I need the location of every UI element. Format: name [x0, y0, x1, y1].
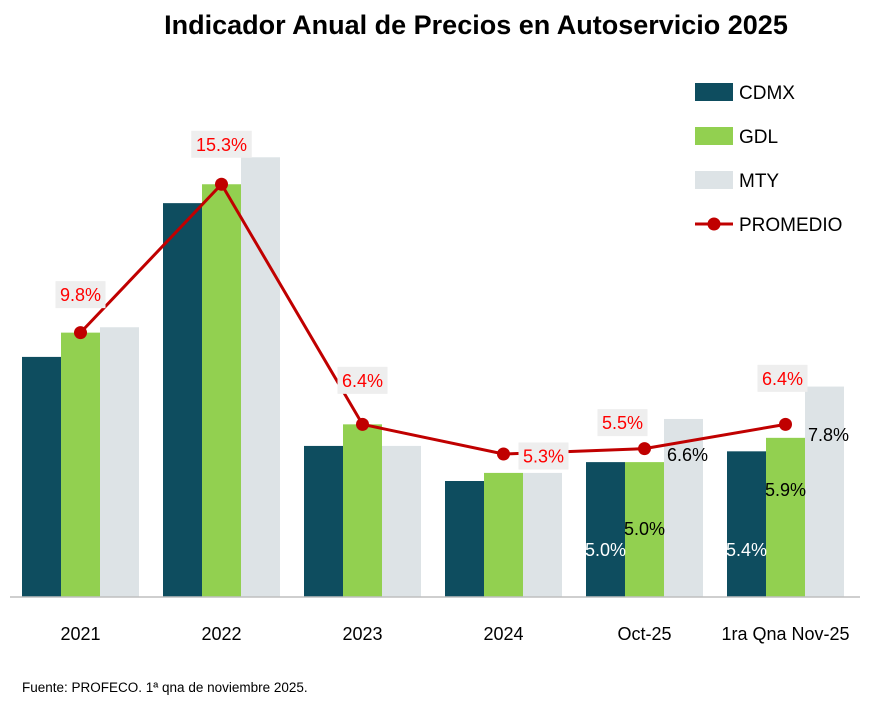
source-note: Fuente: PROFECO. 1ª qna de noviembre 202…	[22, 680, 308, 695]
line-label-promedio-2021: 9.8%	[60, 285, 101, 305]
line-promedio	[79, 181, 786, 456]
bars-layer	[22, 157, 844, 598]
bar-gdl-2024	[484, 472, 523, 597]
point-promedio-oct-25	[638, 442, 651, 456]
point-promedio-1ra-qna-nov-25	[779, 417, 792, 431]
x-tick-label-oct-25: Oct-25	[617, 624, 671, 644]
bar-cdmx-1ra-qna-nov-25	[727, 451, 766, 597]
legend-label-cdmx: CDMX	[739, 83, 795, 104]
bar-cdmx-2023	[304, 445, 343, 597]
line-label-box-2022	[191, 130, 252, 158]
bar-mty-oct-25	[664, 418, 703, 597]
data-label-mty-oct-25: 6.6%	[667, 445, 708, 465]
bar-mty-2022	[241, 157, 280, 598]
legend-label-mty: MTY	[739, 171, 779, 192]
line-label-promedio-2024: 5.3%	[523, 447, 564, 467]
x-tick-label-2021: 2021	[60, 624, 100, 644]
data-label-gdl-oct-25: 5.0%	[624, 519, 665, 539]
legend-swatch-mty	[695, 171, 733, 189]
x-tick-label-2022: 2022	[201, 624, 241, 644]
x-tick-label-2023: 2023	[342, 624, 382, 644]
line-label-promedio-1ra-qna-nov-25: 6.4%	[762, 369, 803, 389]
bar-mty-2021	[100, 327, 139, 597]
bar-mty-2023	[382, 445, 421, 597]
line-label-box-1ra-qna-nov-25	[757, 364, 808, 392]
bar-gdl-oct-25	[625, 462, 664, 597]
point-promedio-2022	[215, 177, 228, 191]
point-promedio-2021	[74, 326, 87, 340]
point-promedio-2024	[497, 447, 510, 461]
line-label-box-oct-25	[597, 409, 648, 437]
bar-cdmx-oct-25	[586, 462, 625, 597]
bar-gdl-2023	[343, 424, 382, 597]
line-label-promedio-oct-25: 5.5%	[602, 413, 643, 433]
point-promedio-2023	[356, 417, 369, 431]
legend-swatch-gdl	[695, 127, 733, 145]
x-tick-label-1ra-qna-nov-25: 1ra Qna Nov-25	[721, 624, 849, 644]
bar-cdmx-2024	[445, 481, 484, 597]
data-label-cdmx-1ra-qna-nov-25: 5.4%	[726, 540, 767, 560]
bar-gdl-2022	[202, 184, 241, 598]
line-label-box-2021	[55, 281, 106, 309]
x-tick-label-2024: 2024	[483, 624, 523, 644]
line-label-promedio-2022: 15.3%	[196, 135, 247, 155]
bar-cdmx-2021	[22, 356, 61, 597]
legend-label-gdl: GDL	[739, 127, 778, 148]
data-label-cdmx-oct-25: 5.0%	[585, 540, 626, 560]
line-label-promedio-2023: 6.4%	[342, 371, 383, 391]
category-labels-layer: 2021 2022 2023 2024 Oct-25 1ra Qna Nov-25	[60, 624, 849, 644]
legend-swatch-cdmx	[695, 83, 733, 101]
legend-marker-promedio	[707, 217, 721, 231]
bar-gdl-1ra-qna-nov-25	[766, 437, 805, 597]
line-label-box-2024	[518, 442, 569, 470]
bar-mty-1ra-qna-nov-25	[805, 386, 844, 597]
legend-label-promedio: PROMEDIO	[739, 215, 842, 236]
data-label-mty-1ra-qna-nov-25: 7.8%	[808, 425, 849, 445]
data-labels-layer: 5.0% 5.4% 5.0% 5.9% 6.6% 7.8%	[585, 425, 849, 560]
promedio-line-layer: 9.8% 15.3% 6.4% 5.3% 5.5% 6.4%	[55, 130, 808, 470]
chart-title: Indicador Anual de Precios en Autoservic…	[164, 10, 788, 40]
bar-cdmx-2022	[163, 203, 202, 598]
bar-mty-2024	[523, 472, 562, 597]
legend: CDMX GDL MTY PROMEDIO	[695, 83, 842, 236]
bar-gdl-2021	[61, 332, 100, 597]
line-label-box-2023	[337, 366, 388, 394]
data-label-gdl-1ra-qna-nov-25: 5.9%	[765, 480, 806, 500]
